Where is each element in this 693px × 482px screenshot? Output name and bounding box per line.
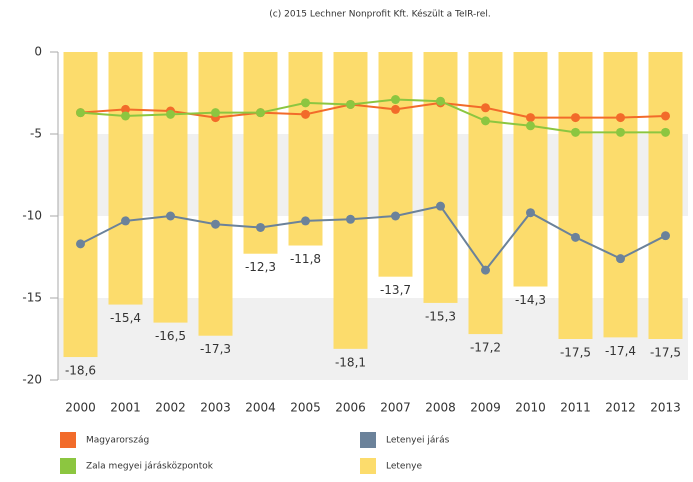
legend-label: Letenye bbox=[386, 462, 422, 472]
data-label: -17,3 bbox=[200, 342, 231, 356]
bar bbox=[108, 52, 143, 305]
legend-swatch bbox=[360, 432, 376, 448]
x-tick-label: 2011 bbox=[560, 401, 591, 415]
chart-title: (c) 2015 Lechner Nonprofit Kft. Készült … bbox=[269, 9, 490, 20]
bar bbox=[333, 52, 368, 349]
point bbox=[346, 214, 355, 224]
bar bbox=[558, 52, 593, 339]
line bbox=[80, 205, 666, 272]
point bbox=[346, 99, 355, 109]
x-tick-label: 2010 bbox=[515, 401, 546, 415]
data-label: -16,5 bbox=[155, 329, 186, 343]
x-tick-label: 2000 bbox=[65, 401, 96, 415]
bar bbox=[603, 52, 638, 338]
x-tick-label: 2013 bbox=[650, 401, 681, 415]
y-tick-label: -15 bbox=[22, 291, 42, 305]
point bbox=[76, 239, 85, 249]
legend-swatch bbox=[60, 458, 76, 474]
bar bbox=[198, 52, 233, 336]
point bbox=[616, 254, 625, 264]
point bbox=[526, 208, 535, 218]
point bbox=[256, 108, 265, 118]
bar bbox=[63, 52, 98, 358]
bar bbox=[288, 52, 323, 246]
y-tick-label: -5 bbox=[30, 127, 42, 141]
point bbox=[301, 109, 310, 119]
data-label: -17,4 bbox=[605, 344, 636, 358]
point bbox=[616, 113, 625, 123]
line bbox=[80, 101, 666, 119]
point bbox=[166, 211, 175, 221]
bar bbox=[468, 52, 503, 335]
point bbox=[121, 111, 130, 121]
point bbox=[661, 127, 670, 137]
x-tick-label: 2007 bbox=[380, 401, 411, 415]
point bbox=[211, 219, 220, 229]
point bbox=[481, 103, 490, 113]
data-label: -15,3 bbox=[425, 309, 456, 323]
point bbox=[211, 108, 220, 118]
y-tick-label: 0 bbox=[34, 45, 42, 59]
point bbox=[661, 111, 670, 121]
point bbox=[436, 201, 445, 211]
point bbox=[391, 95, 400, 105]
point bbox=[526, 121, 535, 131]
point bbox=[481, 116, 490, 126]
bar bbox=[378, 52, 413, 277]
legend-label: Magyarország bbox=[86, 436, 149, 446]
x-tick-label: 2005 bbox=[290, 401, 321, 415]
data-label: -17,2 bbox=[470, 341, 501, 355]
legend-label: Letenyei járás bbox=[386, 436, 450, 446]
data-label: -18,6 bbox=[65, 364, 96, 378]
point bbox=[121, 216, 130, 226]
x-tick-label: 2004 bbox=[245, 401, 276, 415]
point bbox=[481, 265, 490, 275]
line bbox=[80, 98, 666, 134]
x-tick-label: 2002 bbox=[155, 401, 186, 415]
data-label: -18,1 bbox=[335, 355, 366, 369]
point bbox=[76, 108, 85, 118]
grid-band bbox=[58, 298, 688, 380]
point bbox=[301, 98, 310, 108]
x-tick-label: 2012 bbox=[605, 401, 636, 415]
data-label: -11,8 bbox=[290, 252, 321, 266]
data-label: -17,5 bbox=[560, 346, 591, 360]
data-label: -12,3 bbox=[245, 260, 276, 274]
bar bbox=[243, 52, 278, 254]
x-tick-label: 2008 bbox=[425, 401, 456, 415]
data-label: -13,7 bbox=[380, 283, 411, 297]
bar bbox=[153, 52, 188, 323]
point bbox=[661, 231, 670, 241]
data-label: -17,5 bbox=[650, 346, 681, 360]
grid-band bbox=[58, 134, 688, 216]
data-label: -14,3 bbox=[515, 293, 546, 307]
legend-label: Zala megyei járásközpontok bbox=[86, 462, 214, 472]
x-tick-label: 2009 bbox=[470, 401, 501, 415]
point bbox=[571, 113, 580, 123]
point bbox=[436, 96, 445, 106]
data-label: -15,4 bbox=[110, 311, 141, 325]
y-tick-label: -20 bbox=[22, 373, 42, 387]
bar bbox=[648, 52, 683, 339]
point bbox=[571, 127, 580, 137]
x-tick-label: 2006 bbox=[335, 401, 366, 415]
legend-swatch bbox=[360, 458, 376, 474]
point bbox=[571, 232, 580, 242]
x-tick-label: 2003 bbox=[200, 401, 231, 415]
point bbox=[526, 113, 535, 123]
x-tick-label: 2001 bbox=[110, 401, 141, 415]
bar bbox=[423, 52, 458, 303]
bar bbox=[513, 52, 548, 287]
point bbox=[166, 109, 175, 119]
y-tick-label: -10 bbox=[22, 209, 42, 223]
point bbox=[121, 104, 130, 114]
point bbox=[391, 211, 400, 221]
point bbox=[616, 127, 625, 137]
point bbox=[256, 222, 265, 232]
legend-swatch bbox=[60, 432, 76, 448]
point bbox=[391, 104, 400, 114]
point bbox=[301, 216, 310, 226]
